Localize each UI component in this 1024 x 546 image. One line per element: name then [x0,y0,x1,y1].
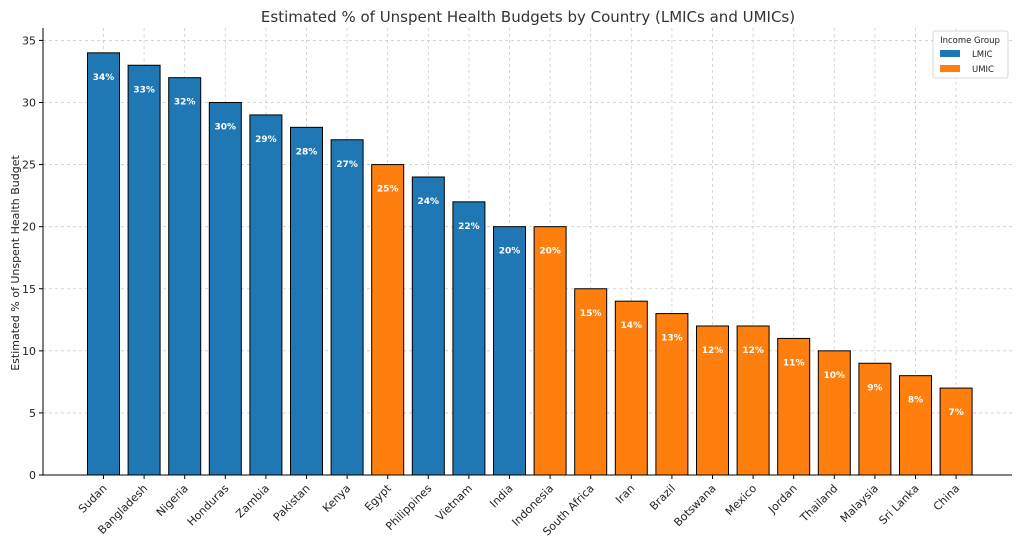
bar-value-label: 10% [824,371,846,381]
y-tick-label: 5 [29,407,36,420]
x-tick-label: Sudan [76,482,110,516]
bar-value-label: 25% [377,185,399,195]
x-tick-label: Malaysia [838,482,881,525]
bar [452,201,486,476]
x-tick-label: Zambia [233,482,272,521]
legend-label-umic: UMIC [972,65,994,75]
bar [817,350,851,476]
x-tick-label: India [487,482,515,510]
x-tick-label: Nigeria [154,482,191,519]
y-tick-label: 30 [22,97,36,110]
bar [899,375,932,476]
x-tick-label: Pakistan [271,482,313,524]
bar-value-label: 11% [783,358,805,368]
y-tick-label: 25 [22,159,36,172]
y-tick-label: 35 [22,34,36,47]
bar-value-label: 13% [661,334,683,344]
legend-swatch-umic [940,65,960,72]
y-tick-label: 0 [29,469,36,482]
x-tick-label: Vietnam [433,482,475,524]
legend-swatch-lmic [940,50,960,57]
x-tick-label: Thailand [797,482,840,525]
bar-value-label: 33% [133,85,155,95]
x-tick-label: Sri Lanka [876,482,921,527]
x-tick-label: Egypt [362,481,394,513]
bar-value-label: 30% [215,123,237,133]
bar [249,114,283,476]
x-tick-label: Jordan [765,482,800,517]
bar-value-label: 20% [539,247,561,257]
bar-value-label: 28% [296,147,318,157]
x-tick-label: Kenya [320,482,353,515]
bar-value-label: 14% [621,321,643,331]
bar-value-label: 22% [458,222,480,232]
bar [127,64,161,476]
y-tick-label: 20 [22,221,36,234]
x-tick-label: Botswana [671,482,718,529]
bar-value-label: 15% [580,309,602,319]
bar-value-label: 7% [948,408,963,418]
bar-value-label: 12% [742,346,764,356]
x-tick-label: Brazil [647,482,678,513]
chart-title: Estimated % of Unspent Health Budgets by… [261,8,795,26]
bar-value-label: 12% [702,346,724,356]
x-tick-label: Iran [613,482,637,506]
bar [533,226,567,476]
legend-label-lmic: LMIC [972,50,993,60]
bar [290,126,323,476]
bar [939,387,973,476]
bar-value-label: 8% [908,396,923,406]
legend-title: Income Group [940,36,1000,46]
bar-value-label: 27% [336,160,358,170]
y-axis-ticks: 0 5 10 15 20 25 30 35 [22,34,43,482]
bar-value-label: 34% [93,73,115,83]
bars: 34% 33% 32% 30% 29% 28% 27% 25% 24% 22% 20% 20% 15% 1… [87,52,973,476]
bar [777,337,811,476]
bar [655,313,689,476]
bar-value-label: 24% [418,197,440,207]
x-tick-label: Mexico [723,482,760,519]
x-tick-label: Honduras [185,482,232,529]
y-tick-label: 10 [22,345,36,358]
legend: Income Group LMIC UMIC [932,30,1009,79]
bar-value-label: 20% [499,247,521,257]
bar [87,52,120,476]
bar-value-label: 9% [867,383,882,393]
bar-value-label: 29% [255,135,277,145]
bar [493,226,526,476]
bar [736,325,770,476]
bar [330,139,364,476]
bar [371,164,405,476]
bar [168,77,202,476]
x-tick-label: China [931,482,962,513]
y-tick-label: 15 [22,283,36,296]
y-axis-label: Estimated % of Unspent Health Budget [9,155,22,371]
bar [208,102,242,476]
bar [696,325,729,476]
bar [411,176,445,476]
bar-value-label: 32% [174,98,196,108]
bar [858,362,892,476]
